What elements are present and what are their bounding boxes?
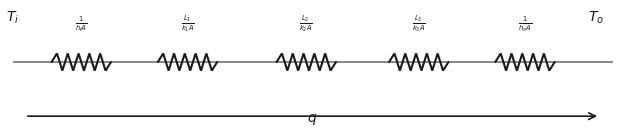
Text: $\frac{1}{h_i A}$: $\frac{1}{h_i A}$: [75, 14, 88, 34]
Text: $\frac{L_3}{k_3 A}$: $\frac{L_3}{k_3 A}$: [412, 13, 426, 34]
Text: $\frac{L_1}{k_1 A}$: $\frac{L_1}{k_1 A}$: [181, 13, 194, 34]
Text: $q$: $q$: [308, 112, 318, 127]
Text: $\frac{1}{h_o A}$: $\frac{1}{h_o A}$: [518, 14, 532, 34]
Text: $T_i$: $T_i$: [6, 9, 19, 26]
Text: $\frac{L_2}{k_2 A}$: $\frac{L_2}{k_2 A}$: [299, 13, 313, 34]
Text: $T_o$: $T_o$: [588, 9, 604, 26]
